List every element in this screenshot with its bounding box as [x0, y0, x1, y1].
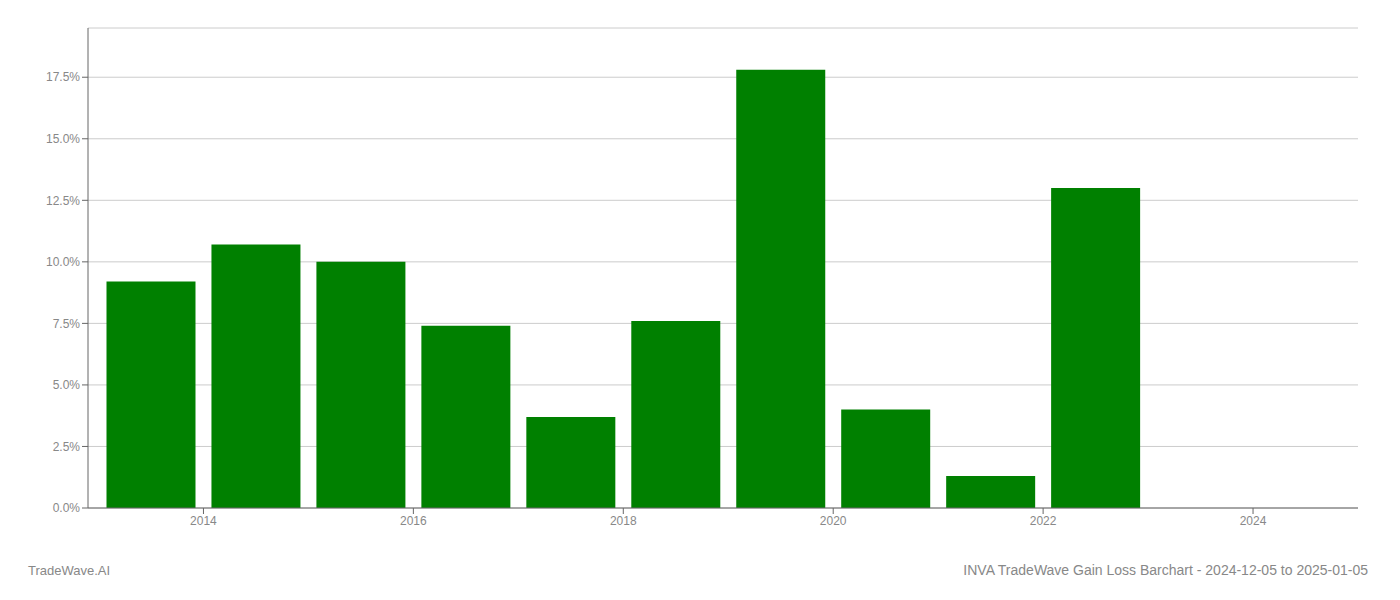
svg-text:2014: 2014: [190, 514, 217, 528]
svg-text:2022: 2022: [1030, 514, 1057, 528]
svg-text:2020: 2020: [820, 514, 847, 528]
svg-text:7.5%: 7.5%: [53, 317, 81, 331]
svg-text:0.0%: 0.0%: [53, 501, 81, 515]
svg-text:2018: 2018: [610, 514, 637, 528]
svg-text:17.5%: 17.5%: [46, 70, 80, 84]
html-text:INVA TradeWave Gain Loss Barch: INVA TradeWave Gain Loss Barchart - 2024…: [963, 562, 1368, 578]
svg-text:2.5%: 2.5%: [53, 440, 81, 454]
svg-text:2024: 2024: [1240, 514, 1267, 528]
svg-text:12.5%: 12.5%: [46, 194, 80, 208]
svg-text:5.0%: 5.0%: [53, 378, 81, 392]
svg-text:15.0%: 15.0%: [46, 132, 80, 146]
svg-text:2016: 2016: [400, 514, 427, 528]
html-text:TradeWave.AI: TradeWave.AI: [28, 563, 111, 578]
svg-text:10.0%: 10.0%: [46, 255, 80, 269]
